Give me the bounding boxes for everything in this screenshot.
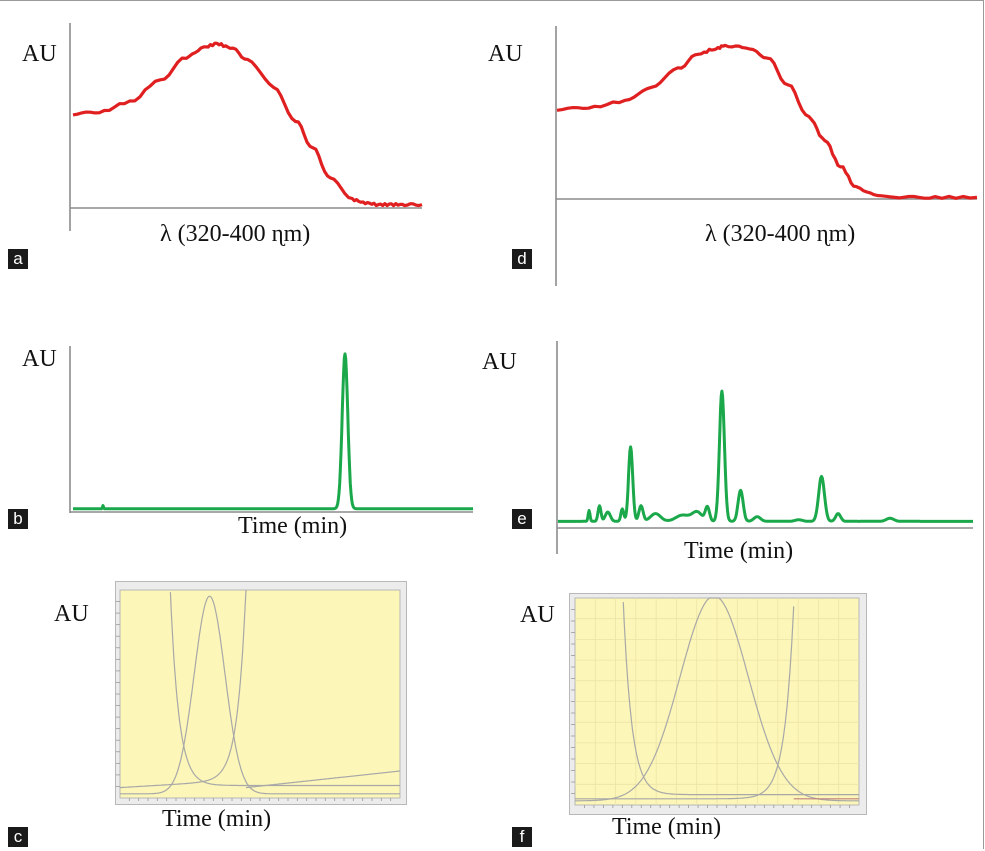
panel-c-x-axis-label: Time (min) (162, 806, 272, 832)
panel-f-trace-gaussian (575, 597, 859, 802)
panel-f-trace-left-edge (622, 602, 859, 796)
panel-d-spectrum-line (556, 43, 978, 200)
panel-a-y-axis-label: AU (22, 41, 57, 67)
panel-b-x-axis-label: Time (min) (238, 513, 348, 539)
panel-c-baseline-trace (245, 770, 401, 789)
panel-c-y-axis-label: AU (54, 601, 89, 627)
panel-b-chromatogram-line (72, 352, 474, 511)
panel-d-x-axis-label: λ (320-400 ɳm) (705, 221, 856, 247)
panel-c-plot-area (119, 589, 401, 799)
panel-f-trace-right-edge (575, 606, 795, 800)
panel-e-y-axis-label: AU (482, 349, 517, 375)
panel-a-x-axis-label: λ (320-400 ɳm) (160, 221, 311, 247)
panel-e-x-axis-label: Time (min) (684, 538, 794, 564)
panel-a-spectrum-line (72, 41, 423, 208)
panel-a-tag: a (8, 249, 28, 269)
panel-e-tag: e (512, 509, 532, 529)
panel-c-trace-gaussian (120, 595, 400, 795)
panel-f-y-axis-label: AU (520, 602, 555, 628)
panel-d-tag: d (512, 249, 532, 269)
panel-e-chromatogram-line (557, 389, 974, 523)
panel-c-tag: c (8, 827, 28, 847)
panel-f-x-axis-label: Time (min) (612, 814, 722, 840)
panel-f-tag: f (512, 827, 532, 847)
panel-d-y-axis-label: AU (488, 41, 523, 67)
panel-b-y-axis-label: AU (22, 346, 57, 372)
panel-c-trace-right-edge (119, 589, 247, 789)
panel-c-trace-left-edge (169, 592, 400, 787)
panel-b-tag: b (8, 509, 28, 529)
